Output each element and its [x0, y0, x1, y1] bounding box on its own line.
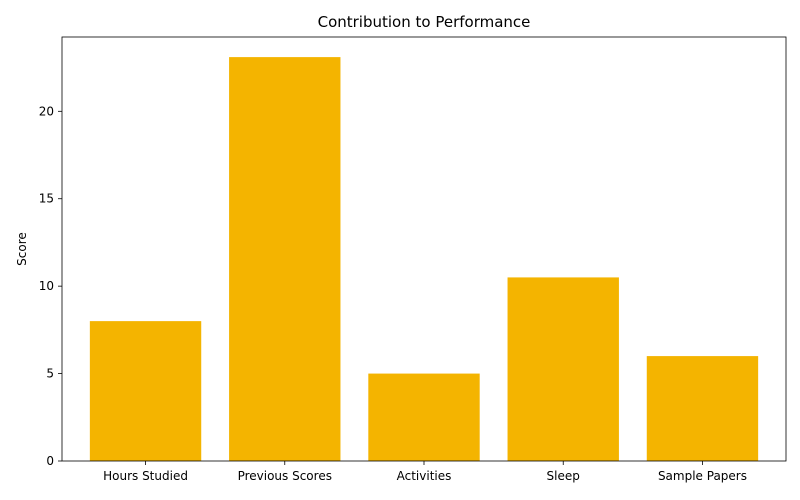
y-tick-label: 20	[39, 104, 54, 118]
bar	[89, 321, 202, 461]
y-tick-label: 0	[46, 454, 54, 468]
x-tick-label: Previous Scores	[238, 469, 332, 483]
bar	[507, 277, 619, 461]
chart-title: Contribution to Performance	[318, 13, 531, 31]
x-tick-label: Sample Papers	[658, 469, 747, 483]
y-tick-label: 5	[46, 367, 54, 381]
x-tick-label: Activities	[397, 469, 452, 483]
y-axis-label: Score	[15, 232, 29, 266]
bar	[368, 373, 480, 461]
y-tick-label: 10	[39, 279, 54, 293]
x-tick-label: Sleep	[547, 469, 580, 483]
bar	[646, 356, 759, 461]
bars-group	[89, 57, 759, 462]
x-ticks-group: Hours Studied Previous Scores Activities Sl…	[103, 461, 747, 483]
y-ticks-group: 0 5 10 15 20	[39, 104, 62, 468]
bar	[229, 57, 341, 462]
y-tick-label: 15	[39, 192, 54, 206]
x-tick-label: Hours Studied	[103, 469, 188, 483]
